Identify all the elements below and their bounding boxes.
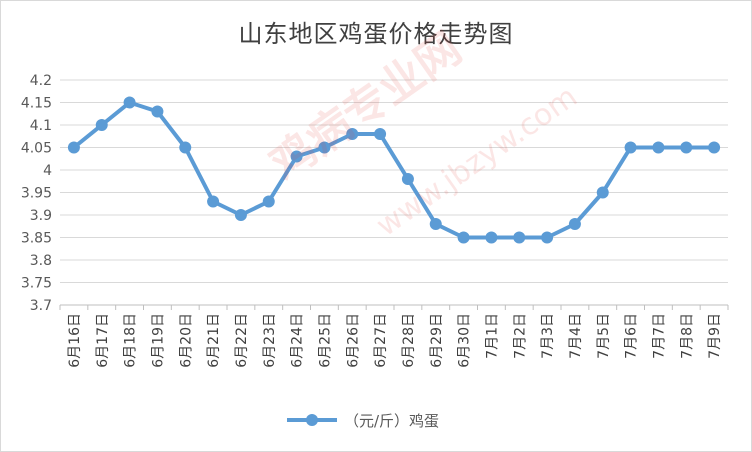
y-tick-label: 3.95 xyxy=(21,186,52,202)
legend-label: （元/斤）鸡蛋 xyxy=(344,412,439,430)
x-tick-label: 6月19日 xyxy=(150,313,166,368)
x-tick-label: 6月20日 xyxy=(178,313,194,368)
x-tick-label: 6月22日 xyxy=(234,313,250,368)
data-point xyxy=(262,195,275,208)
data-point xyxy=(568,218,581,230)
data-point xyxy=(95,119,108,131)
legend-point-marker xyxy=(306,414,318,426)
y-tick-label: 4 xyxy=(43,163,52,179)
data-point xyxy=(207,195,220,208)
data-point xyxy=(708,141,721,154)
legend: （元/斤）鸡蛋 xyxy=(287,412,439,430)
x-tick-label: 6月30日 xyxy=(457,313,473,368)
y-tick-label: 3.75 xyxy=(21,276,52,292)
data-point xyxy=(401,173,414,185)
x-tick-label: 6月16日 xyxy=(67,313,83,368)
y-tick-label: 4.1 xyxy=(30,118,52,134)
x-tick-label: 7月8日 xyxy=(679,313,695,359)
x-tick-label: 7月7日 xyxy=(651,313,667,359)
chart-title: 山东地区鸡蛋价格走势图 xyxy=(238,20,514,48)
x-tick-label: 6月25日 xyxy=(317,313,333,368)
x-tick-label: 6月29日 xyxy=(429,313,445,368)
data-point xyxy=(624,141,637,154)
x-tick-label: 6月17日 xyxy=(95,313,111,368)
data-point xyxy=(151,105,164,118)
x-tick-label: 7月2日 xyxy=(512,313,528,359)
x-tick-label: 7月6日 xyxy=(624,313,640,359)
data-point xyxy=(513,231,526,244)
data-point xyxy=(652,141,665,154)
x-tick-label: 6月26日 xyxy=(345,313,361,368)
data-point xyxy=(374,128,387,140)
data-point xyxy=(318,141,331,154)
x-tick-label: 7月3日 xyxy=(540,313,556,359)
x-tick-label: 6月18日 xyxy=(123,313,139,368)
series-line xyxy=(72,100,715,240)
data-point xyxy=(123,96,136,109)
y-tick-label: 3.85 xyxy=(21,231,52,247)
y-tick-label: 4.05 xyxy=(21,141,52,157)
y-tick-label: 4.15 xyxy=(21,96,52,112)
x-tick-label: 7月5日 xyxy=(596,313,612,359)
data-point xyxy=(485,231,498,244)
data-point xyxy=(290,150,303,163)
x-tick-label: 7月1日 xyxy=(484,313,500,359)
y-tick-label: 3.8 xyxy=(30,253,52,269)
data-point xyxy=(179,141,192,154)
data-point xyxy=(541,231,554,244)
x-tick-label: 6月21日 xyxy=(206,313,222,368)
y-tick-label: 4.2 xyxy=(30,73,52,89)
data-point xyxy=(67,141,80,154)
data-point xyxy=(346,128,359,140)
x-tick-label: 7月4日 xyxy=(568,313,584,359)
x-tick-label: 6月23日 xyxy=(262,313,278,368)
data-point xyxy=(429,218,442,230)
data-point xyxy=(680,141,693,154)
data-point xyxy=(234,209,247,221)
x-tick-label: 7月9日 xyxy=(707,313,723,359)
data-point xyxy=(596,186,609,199)
x-tick-label: 6月27日 xyxy=(373,313,389,368)
x-tick-label: 6月24日 xyxy=(290,313,306,368)
y-tick-label: 3.9 xyxy=(30,208,52,224)
y-tick-label: 3.7 xyxy=(30,298,52,314)
data-point xyxy=(457,231,470,244)
x-tick-label: 6月28日 xyxy=(401,313,417,368)
